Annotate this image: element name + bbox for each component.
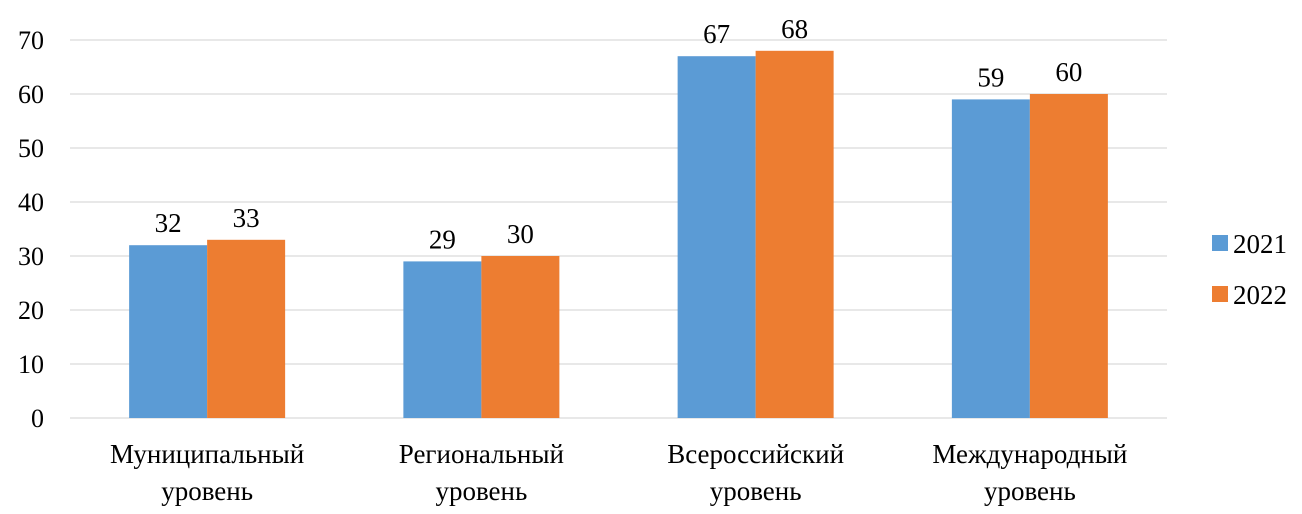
x-category-label: уровень (710, 476, 802, 506)
y-tick-label: 50 (18, 134, 44, 163)
x-category-label: Региональный (399, 439, 564, 469)
x-axis-categories: Муниципальный уровень Региональный уровень В… (110, 439, 1127, 506)
y-tick-label: 0 (31, 404, 44, 433)
data-label: 32 (155, 208, 182, 238)
legend-label: 2021 (1233, 229, 1287, 259)
legend-swatch-2021 (1212, 235, 1228, 251)
bar-2021 (129, 245, 208, 418)
y-tick-label: 30 (18, 242, 44, 271)
bar-2022 (207, 239, 286, 418)
data-label: 29 (429, 224, 456, 254)
x-category-label: Международный (932, 439, 1127, 469)
bar-2022 (755, 50, 834, 419)
x-category-label: уровень (984, 476, 1076, 506)
legend-swatch-2022 (1212, 286, 1228, 302)
y-tick-label: 40 (18, 188, 44, 217)
data-label: 67 (703, 19, 730, 49)
bar-2022 (481, 256, 560, 418)
data-label: 68 (781, 14, 808, 44)
data-labels: 32 33 29 30 67 68 59 60 (155, 14, 1083, 255)
data-label: 60 (1055, 57, 1082, 87)
y-axis-ticks: 0 10 20 30 40 50 60 70 (18, 26, 44, 433)
bar-2021 (403, 261, 482, 418)
x-category-label: уровень (161, 476, 253, 506)
x-category-label: уровень (435, 476, 527, 506)
x-category-label: Всероссийский (667, 439, 844, 469)
y-tick-label: 60 (18, 80, 44, 109)
y-tick-label: 70 (18, 26, 44, 55)
y-tick-label: 20 (18, 296, 44, 325)
data-label: 30 (507, 219, 534, 249)
bar-2021 (951, 99, 1030, 419)
bars (129, 50, 1108, 419)
x-category-label: Муниципальный (110, 439, 304, 469)
data-label: 59 (977, 62, 1004, 92)
bar-2022 (1029, 94, 1108, 418)
bar-2021 (677, 56, 756, 418)
data-label: 33 (233, 203, 260, 233)
legend-label: 2022 (1233, 280, 1287, 310)
legend: 2021 2022 (1212, 229, 1287, 310)
y-tick-label: 10 (18, 350, 44, 379)
